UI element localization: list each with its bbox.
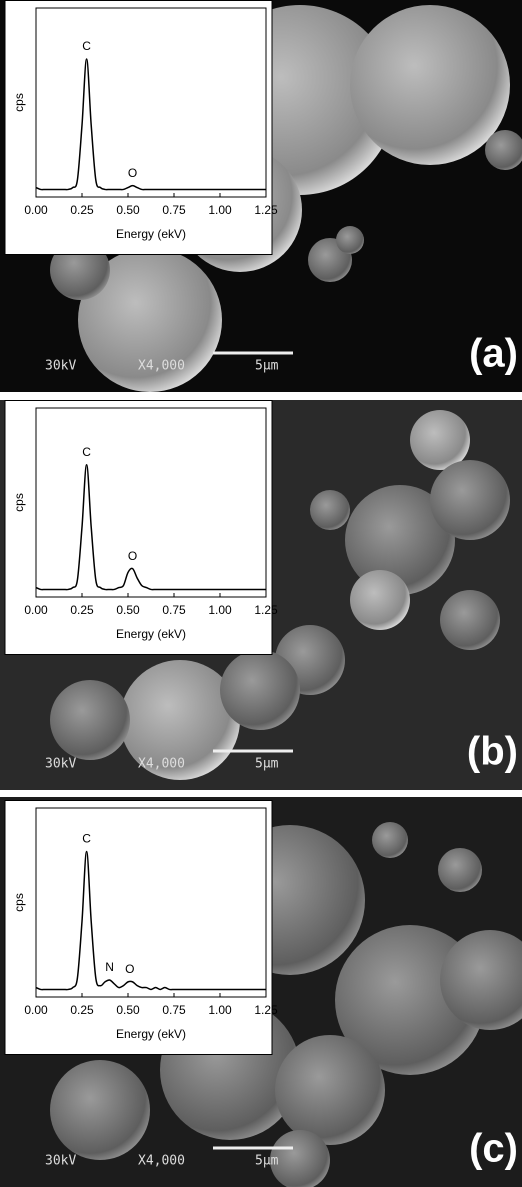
x-tick-label: 1.25 [254,1003,278,1017]
plot-frame [35,807,267,998]
y-axis-label: cps [12,493,26,512]
particle [310,490,350,530]
x-tick-label: 0.75 [162,1003,186,1017]
x-tick-label: 1.00 [208,1003,232,1017]
sem-scale: 5µm [255,757,279,772]
particle [430,460,510,540]
x-tick-label: 0.25 [70,203,94,217]
x-tick-label: 0.00 [24,1003,48,1017]
panel-label: (a) [469,332,518,376]
sem-magnification: X4,000 [138,1154,185,1169]
x-tick-label: 1.25 [254,203,278,217]
peak-label: C [82,832,91,846]
particle [220,650,300,730]
peak-label: O [128,549,137,563]
sem-voltage: 30kV [45,757,76,772]
peak-label: O [128,166,137,180]
x-tick-label: 1.25 [254,603,278,617]
sem-scale: 5µm [255,359,279,374]
peak-label: C [82,445,91,459]
particle [275,1035,385,1145]
plot-frame [35,407,267,598]
sem-magnification: X4,000 [138,359,185,374]
particle [336,226,364,254]
y-axis-label: cps [12,93,26,112]
x-tick-label: 0.00 [24,203,48,217]
particle [350,5,510,165]
particle [372,822,408,858]
particle [440,930,522,1030]
spectrum-line [35,850,266,991]
particle [50,1060,150,1160]
spectrum-line [35,463,266,591]
particle [350,570,410,630]
particle [438,848,482,892]
particle [345,485,455,595]
inset-box [4,800,273,1055]
particle [410,410,470,470]
inset-box [4,0,273,255]
panel-label: (c) [469,1127,518,1171]
x-tick-label: 1.00 [208,203,232,217]
x-axis-label: Energy (ekV) [116,227,186,241]
particle [440,590,500,650]
x-tick-label: 0.50 [116,1003,140,1017]
particle [78,248,222,392]
plot-frame [35,7,267,198]
x-tick-label: 0.50 [116,203,140,217]
panel-label: (b) [467,730,518,774]
spectrum-line [35,58,266,191]
particle [485,130,522,170]
y-axis-label: cps [12,893,26,912]
inset-box [4,400,273,655]
x-tick-label: 0.00 [24,603,48,617]
x-tick-label: 0.25 [70,603,94,617]
x-tick-label: 0.25 [70,1003,94,1017]
peak-label: N [105,960,114,974]
sem-scale: 5µm [255,1154,279,1169]
particle [270,1130,330,1187]
sem-voltage: 30kV [45,359,76,374]
particle [50,680,130,760]
x-axis-label: Energy (ekV) [116,1027,186,1041]
x-axis-label: Energy (ekV) [116,627,186,641]
sem-magnification: X4,000 [138,757,185,772]
peak-label: C [82,39,91,53]
x-tick-label: 0.75 [162,603,186,617]
particle [120,660,240,780]
x-tick-label: 0.75 [162,203,186,217]
sem-voltage: 30kV [45,1154,76,1169]
x-tick-label: 0.50 [116,603,140,617]
x-tick-label: 1.00 [208,603,232,617]
peak-label: O [125,962,134,976]
